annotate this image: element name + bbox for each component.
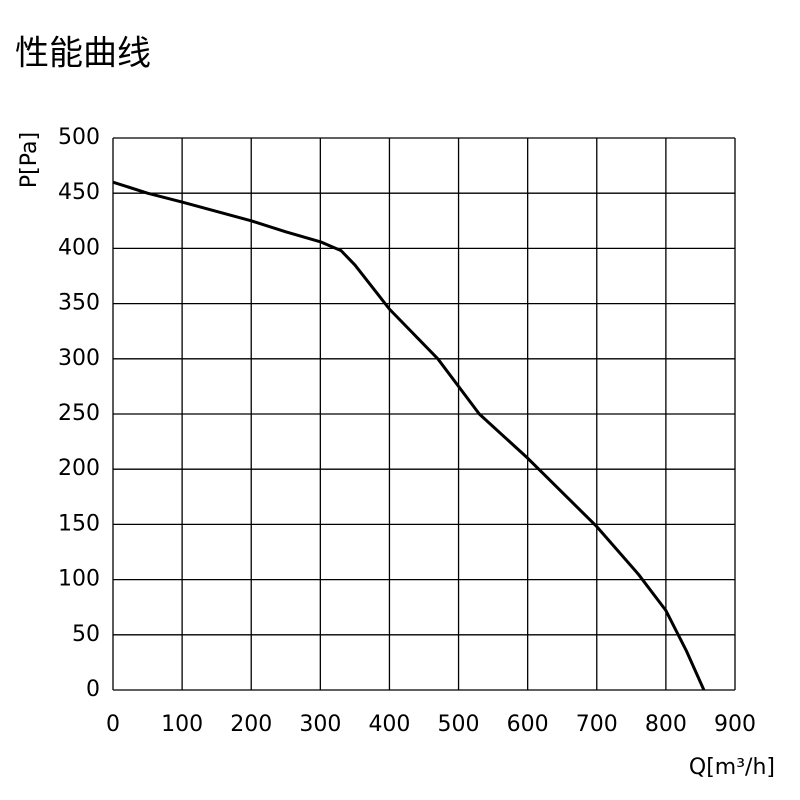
x-tick-label: 100 xyxy=(161,712,203,737)
chart-title: 性能曲线 xyxy=(15,34,151,74)
y-tick-label: 250 xyxy=(58,401,100,426)
x-tick-label: 400 xyxy=(368,712,410,737)
x-tick-label: 0 xyxy=(106,712,120,737)
x-axis-label: Q[m³/h] xyxy=(689,755,775,780)
data-line xyxy=(112,180,706,691)
x-tick-label: 900 xyxy=(714,712,756,737)
y-tick-label: 350 xyxy=(58,291,100,316)
y-tick-label: 100 xyxy=(58,567,100,592)
y-tick-label: 500 xyxy=(58,125,100,150)
y-tick-label: 450 xyxy=(58,180,100,205)
x-tick-label: 600 xyxy=(507,712,549,737)
y-tick-label: 400 xyxy=(58,235,100,260)
y-tick-label: 300 xyxy=(58,346,100,371)
y-tick-label: 50 xyxy=(72,622,100,647)
y-tick-label: 0 xyxy=(86,677,100,702)
x-tick-label: 200 xyxy=(230,712,272,737)
x-tick-label: 300 xyxy=(299,712,341,737)
y-tick-label: 200 xyxy=(58,456,100,481)
x-tick-label: 800 xyxy=(645,712,687,737)
x-tick-label: 500 xyxy=(438,712,480,737)
y-axis-label: P[Pa] xyxy=(17,132,42,188)
x-tick-label: 700 xyxy=(576,712,618,737)
y-tick-label: 150 xyxy=(58,511,100,536)
